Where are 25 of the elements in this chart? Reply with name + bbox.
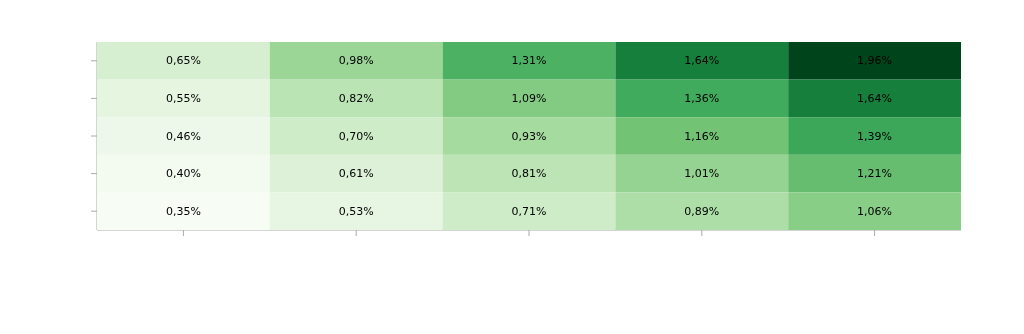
data-label: 1,36% [684,91,720,105]
data-label: 0,35% [165,204,201,218]
data-label: 0,71% [511,204,547,218]
data-label: 0,98% [338,54,374,68]
data-label: 1,16% [684,129,720,143]
data-label: 1,64% [857,91,893,105]
data-label: 1,96% [857,54,893,68]
data-label: 1,06% [857,204,893,218]
data-label: 1,21% [857,167,893,181]
data-label: 0,65% [165,54,201,68]
data-label: 0,61% [338,167,374,181]
data-label: 1,39% [857,129,893,143]
data-label: 0,82% [338,91,374,105]
data-label: 1,01% [684,167,720,181]
data-label: 0,55% [165,91,201,105]
data-label: 1,09% [511,91,547,105]
data-label: 0,46% [165,129,201,143]
data-label: 1,64% [684,54,720,68]
data-label: 0,70% [338,129,374,143]
data-label: 0,40% [165,167,201,181]
data-label: 0,93% [511,129,547,143]
data-label: 0,53% [338,204,374,218]
data-label: 1,31% [511,54,547,68]
data-label: 0,89% [684,204,720,218]
data-label: 0,81% [511,167,547,181]
